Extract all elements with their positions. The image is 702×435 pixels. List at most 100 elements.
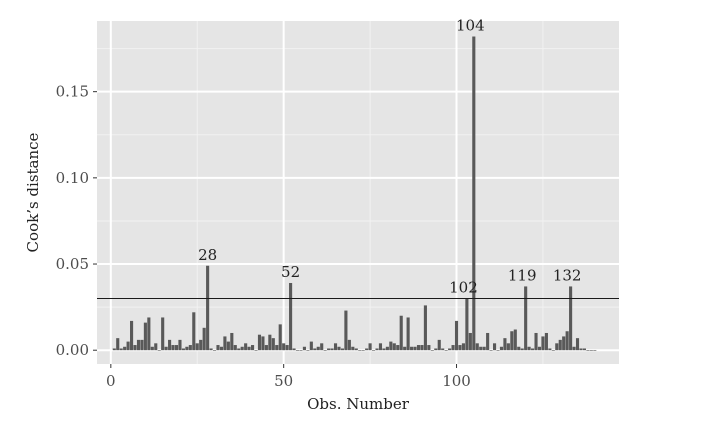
bar: [136, 339, 141, 351]
bar: [282, 343, 286, 351]
bar: [486, 332, 490, 351]
bar: [157, 350, 161, 351]
y-tick-label: 0.15: [56, 83, 89, 101]
bar: [251, 345, 255, 351]
bar: [358, 350, 362, 351]
bar: [316, 346, 320, 351]
bar: [119, 348, 123, 351]
minor-gridlines: [97, 21, 619, 364]
bar: [399, 315, 403, 351]
x-tick-label: 100: [442, 372, 471, 390]
bar: [423, 305, 427, 351]
bar: [430, 350, 434, 351]
bar: [323, 350, 327, 351]
bar: [143, 322, 147, 351]
bar: [389, 341, 393, 351]
bar: [306, 350, 310, 351]
bar: [112, 348, 116, 351]
bar: [586, 350, 590, 351]
bar: [351, 346, 355, 351]
y-tick-labels: 0.00 0.05 0.10 0.15: [56, 83, 89, 360]
bar: [233, 345, 237, 351]
bar: [216, 345, 220, 351]
bar: [347, 339, 351, 351]
bar: [482, 346, 486, 351]
bar: [337, 346, 341, 351]
bar: [492, 343, 497, 351]
bar: [517, 346, 521, 351]
bar: [254, 350, 258, 351]
bar-annotation-label: 132: [553, 266, 582, 284]
bar: [378, 343, 383, 351]
bar: [247, 346, 251, 351]
bar: [582, 348, 586, 351]
bar: [219, 346, 224, 351]
bar: [451, 345, 455, 351]
bar: [192, 312, 196, 351]
bar: [181, 348, 185, 351]
bar: [544, 332, 548, 351]
bar: [330, 348, 334, 351]
bar: [441, 348, 445, 351]
bar: [226, 341, 230, 351]
bar: [244, 343, 248, 351]
bar-annotation-label: 28: [198, 246, 217, 264]
bar: [195, 343, 199, 351]
bar: [489, 350, 493, 351]
bar: [154, 343, 158, 351]
bar: [278, 324, 282, 351]
bar: [499, 346, 504, 351]
bar: [368, 343, 372, 351]
bar: [569, 286, 573, 351]
bar: [237, 348, 241, 351]
bar: [420, 345, 424, 351]
bar: [496, 350, 500, 351]
bar: [527, 346, 531, 351]
bar: [558, 339, 562, 351]
bar: [437, 339, 441, 351]
bar: [206, 265, 210, 351]
bar: [562, 336, 566, 351]
bar: [444, 350, 448, 351]
bar: [372, 350, 376, 351]
bar: [365, 348, 369, 351]
bar: [354, 348, 358, 351]
y-tick-label: 0.05: [56, 255, 89, 273]
bar: [188, 345, 192, 351]
bar: [406, 317, 410, 351]
bar: [548, 348, 552, 351]
bar: [575, 338, 580, 351]
bar: [416, 345, 421, 351]
plot-panel: [97, 21, 619, 364]
bar: [289, 282, 293, 351]
bar: [147, 317, 151, 351]
x-tick-label: 50: [274, 372, 293, 390]
bar: [392, 343, 396, 351]
bar: [410, 346, 414, 351]
bar: [116, 338, 120, 351]
bar: [202, 327, 206, 351]
bar: [133, 345, 137, 351]
bar: [396, 345, 400, 351]
bar: [150, 346, 154, 351]
bar: [209, 348, 213, 351]
bar: [468, 332, 472, 351]
bar: [212, 350, 217, 351]
bar: [257, 334, 262, 351]
bar: [382, 348, 386, 351]
bar: [589, 350, 593, 351]
bar: [503, 338, 507, 351]
bar: [178, 339, 182, 351]
bar-annotation-label: 102: [449, 279, 478, 297]
bar: [344, 310, 348, 351]
bar: [403, 346, 407, 351]
bar: [199, 339, 203, 351]
bar: [313, 348, 317, 351]
bar: [126, 341, 130, 351]
bar: [340, 348, 344, 351]
bar: [534, 332, 538, 351]
bar: [413, 346, 417, 351]
bar: [479, 346, 483, 351]
bar: [375, 348, 379, 351]
bar: [385, 346, 389, 351]
